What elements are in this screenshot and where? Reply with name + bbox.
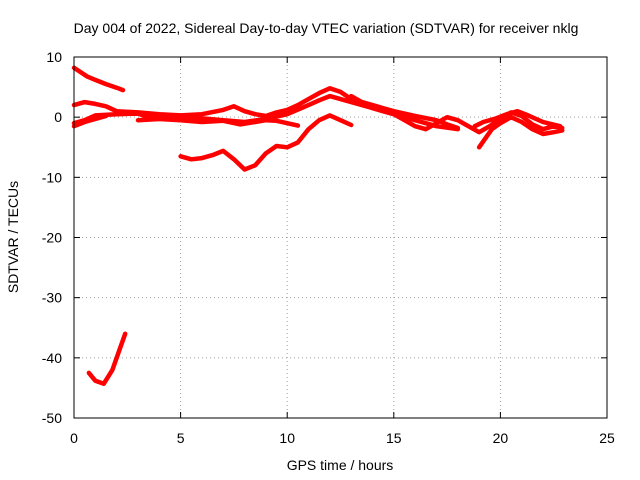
y-tick-label: 0 <box>54 109 62 125</box>
series-line-track-5 <box>135 116 301 128</box>
y-tick-label: -10 <box>42 169 62 185</box>
series-line-track-9 <box>476 114 565 150</box>
y-tick-label: 10 <box>46 49 62 65</box>
x-tick-label: 5 <box>177 430 185 446</box>
data-series <box>71 65 565 386</box>
x-tick-label: 0 <box>70 430 78 446</box>
x-axis-label: GPS time / hours <box>287 457 394 473</box>
axis-ticks <box>73 56 608 419</box>
x-tick-label: 15 <box>386 430 402 446</box>
series-line-track-6 <box>71 113 109 129</box>
x-tick-label: 10 <box>279 430 295 446</box>
series-line-track-1 <box>71 65 126 93</box>
series-line-track-8 <box>348 93 565 135</box>
plot-frame <box>73 56 608 419</box>
y-tick-label: -40 <box>42 350 62 366</box>
chart-title: Day 004 of 2022, Sidereal Day-to-day VTE… <box>74 20 579 36</box>
grid <box>74 57 607 418</box>
y-tick-label: -20 <box>42 230 62 246</box>
y-tick-label: -50 <box>42 410 62 426</box>
series-line-track-7 <box>178 113 354 172</box>
series-line-track-2 <box>86 331 128 386</box>
x-tick-label: 20 <box>493 430 509 446</box>
y-tick-labels: 10 0 -10 -20 -30 -40 -50 <box>42 49 62 426</box>
x-tick-labels: 0 5 10 15 20 25 <box>70 430 615 446</box>
x-tick-label: 25 <box>599 430 615 446</box>
y-axis-label: SDTVAR / TECUs <box>5 181 21 293</box>
series-line-track-10 <box>472 108 563 129</box>
y-tick-label: -30 <box>42 290 62 306</box>
